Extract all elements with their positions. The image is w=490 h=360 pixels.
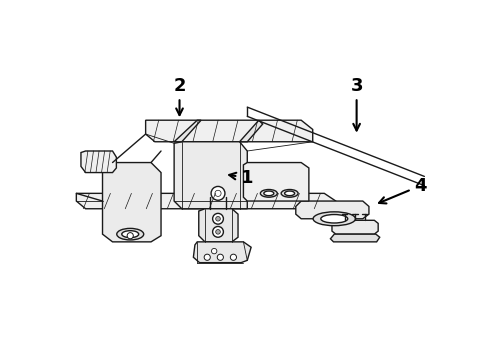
Circle shape (213, 213, 223, 224)
Circle shape (216, 230, 220, 234)
Polygon shape (76, 193, 336, 209)
Ellipse shape (260, 189, 277, 197)
Ellipse shape (313, 212, 355, 226)
Circle shape (213, 226, 223, 237)
Ellipse shape (122, 231, 139, 238)
Circle shape (212, 248, 217, 254)
Polygon shape (199, 209, 238, 242)
Circle shape (204, 254, 210, 260)
Polygon shape (330, 234, 380, 242)
Polygon shape (244, 163, 309, 201)
Ellipse shape (285, 191, 294, 195)
Circle shape (230, 254, 237, 260)
Ellipse shape (281, 189, 298, 197)
Text: 4: 4 (379, 177, 427, 203)
Polygon shape (174, 120, 201, 142)
Polygon shape (102, 163, 161, 242)
Polygon shape (81, 151, 117, 172)
Ellipse shape (321, 215, 348, 223)
Circle shape (215, 190, 221, 197)
Polygon shape (146, 120, 313, 142)
Text: 1: 1 (229, 169, 253, 187)
Text: 3: 3 (350, 77, 363, 130)
Polygon shape (194, 242, 251, 263)
Circle shape (127, 233, 133, 239)
Polygon shape (332, 220, 378, 234)
Ellipse shape (117, 228, 144, 240)
Polygon shape (296, 201, 369, 219)
Polygon shape (240, 120, 263, 142)
Ellipse shape (264, 191, 274, 195)
Circle shape (217, 254, 223, 260)
Circle shape (216, 216, 220, 221)
Text: 2: 2 (173, 77, 186, 115)
Polygon shape (174, 142, 247, 209)
Circle shape (211, 186, 225, 200)
